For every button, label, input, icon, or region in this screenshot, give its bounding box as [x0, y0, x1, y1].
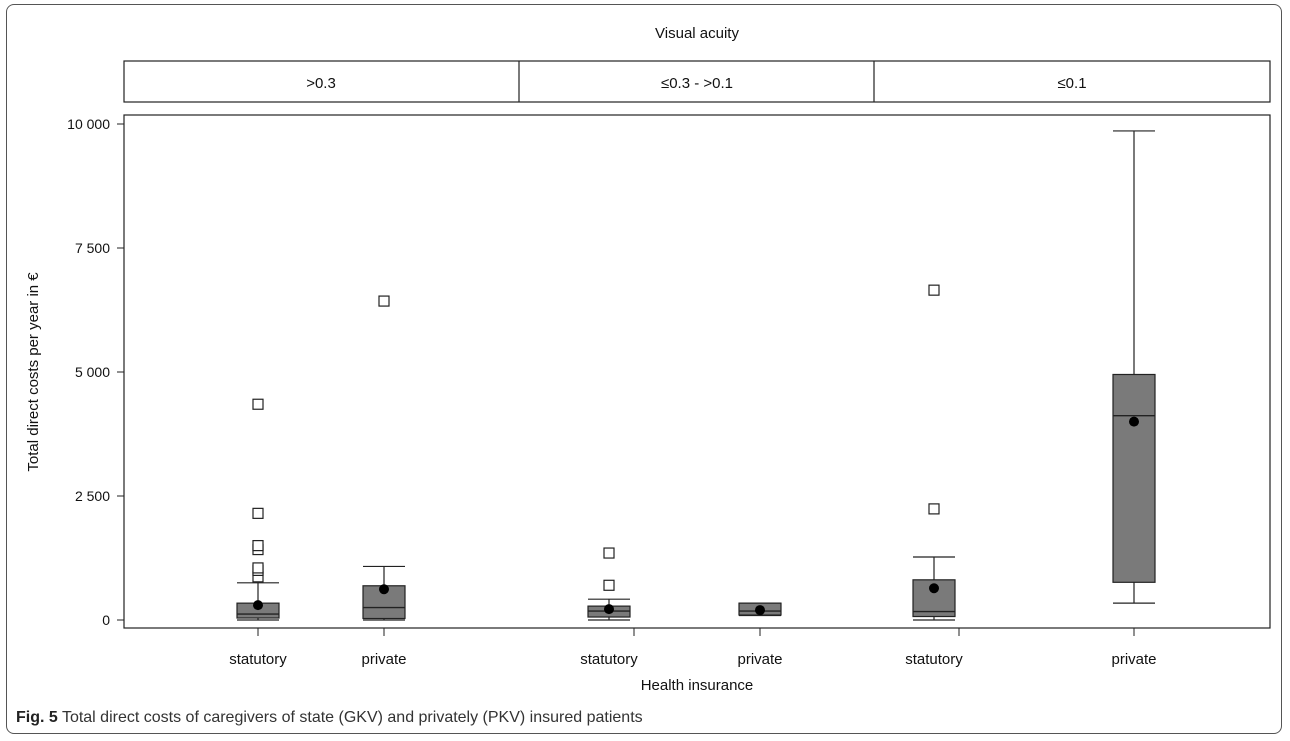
y-tick-label-10000: 10 000 — [67, 116, 110, 132]
caption-text: Total direct costs of caregivers of stat… — [61, 709, 643, 726]
box-6 — [1112, 373, 1156, 583]
panel-label-2: ≤0.3 - >0.1 — [661, 75, 733, 92]
mean-marker-2 — [379, 584, 389, 595]
outlier-marker-1-6 — [252, 507, 264, 519]
outlier-marker-5-1 — [928, 503, 940, 515]
y-tick-label-7500: 7 500 — [75, 240, 110, 256]
x-axis-label: Health insurance — [641, 677, 754, 694]
panel-strip — [123, 60, 1271, 103]
outlier-marker-1-3 — [252, 562, 264, 574]
mean-marker-5 — [929, 583, 939, 594]
mean-marker-1 — [253, 600, 263, 611]
x-tick-label-6: private — [1111, 651, 1156, 668]
x-tick-label-4: private — [737, 651, 782, 668]
x-tick-label-5: statutory — [905, 651, 963, 668]
panel-label-3: ≤0.1 — [1057, 75, 1086, 92]
y-tick-label-5000: 5 000 — [75, 364, 110, 380]
outlier-marker-1-5 — [252, 539, 264, 552]
plot-area — [123, 114, 1271, 629]
box-plot-chart: Visual acuity >0.3 ≤0.3 - >0.1 ≤0.1 0 2 … — [25, 25, 1271, 694]
caption-label: Fig. 5 — [16, 709, 58, 726]
figure-caption: Fig. 5 Total direct costs of caregivers … — [16, 709, 643, 727]
panel-header-title: Visual acuity — [655, 25, 739, 42]
y-axis-label: Total direct costs per year in € — [25, 272, 42, 472]
y-tick-label-0: 0 — [102, 612, 110, 628]
mean-marker-4 — [755, 605, 765, 616]
outlier-marker-5-2 — [928, 284, 940, 296]
outlier-marker-1-7 — [252, 398, 264, 410]
outlier-marker-3-2 — [603, 547, 615, 559]
x-tick-label-2: private — [361, 651, 406, 668]
outlier-marker-2-1 — [378, 295, 390, 307]
figure-frame — [6, 4, 1282, 734]
mean-marker-6 — [1129, 416, 1139, 427]
x-tick-label-1: statutory — [229, 651, 287, 668]
y-tick-label-2500: 2 500 — [75, 488, 110, 504]
panel-label-1: >0.3 — [306, 75, 336, 92]
x-tick-label-3: statutory — [580, 651, 638, 668]
outlier-marker-3-1 — [603, 579, 615, 591]
mean-marker-3 — [604, 604, 614, 615]
boxes-layer — [236, 130, 1156, 621]
